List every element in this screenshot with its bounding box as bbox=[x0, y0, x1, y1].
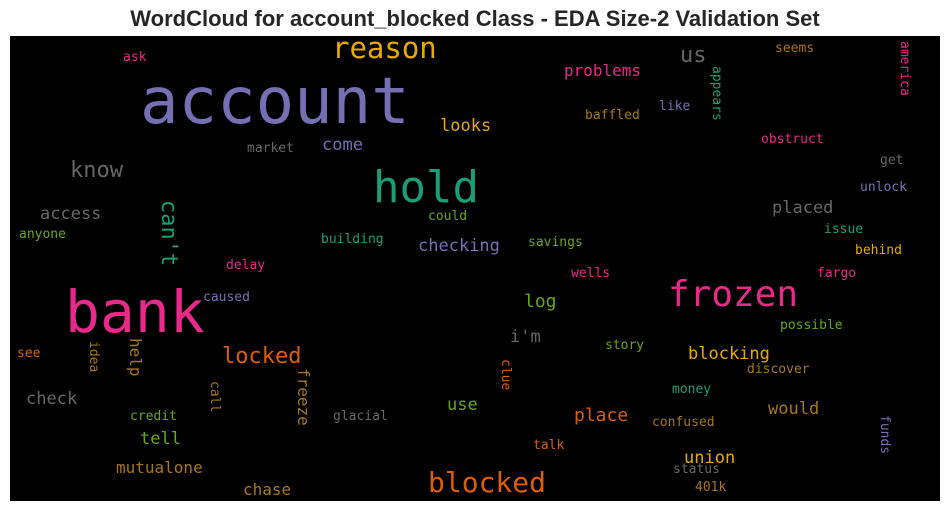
word-could: could bbox=[428, 209, 467, 224]
word-log: log bbox=[524, 291, 557, 312]
word-blocking: blocking bbox=[688, 344, 770, 364]
word-account: account bbox=[140, 65, 410, 139]
word-idea: idea bbox=[86, 341, 101, 372]
word-would: would bbox=[768, 399, 819, 419]
wordcloud-panel: account bank hold frozen reason blocked know ca… bbox=[10, 36, 940, 501]
chart-title: WordCloud for account_blocked Class - ED… bbox=[130, 6, 820, 31]
word-locked: locked bbox=[222, 344, 301, 369]
word-know: know bbox=[70, 158, 124, 183]
word-building: building bbox=[321, 232, 384, 247]
word-use: use bbox=[447, 395, 478, 415]
word-bank: bank bbox=[65, 278, 205, 346]
word-fargo: fargo bbox=[817, 266, 856, 281]
word-mutualone: mutualone bbox=[116, 458, 203, 477]
word-market: market bbox=[247, 141, 294, 156]
word-chase: chase bbox=[243, 480, 291, 499]
word-blocked: blocked bbox=[428, 466, 546, 499]
word-placed: placed bbox=[772, 198, 833, 218]
word-ask: ask bbox=[123, 50, 147, 65]
word-seems: seems bbox=[775, 41, 814, 56]
word-issue: issue bbox=[824, 222, 863, 237]
wordcloud-svg: account bank hold frozen reason blocked know ca… bbox=[17, 36, 912, 499]
word-see: see bbox=[17, 346, 41, 361]
word-discover: discover bbox=[747, 362, 810, 377]
word-money: money bbox=[672, 382, 711, 397]
word-savings: savings bbox=[528, 235, 583, 250]
word-hold: hold bbox=[373, 162, 479, 213]
word-can-t: can't bbox=[156, 200, 181, 266]
word-glacial: glacial bbox=[333, 409, 388, 424]
word-talk: talk bbox=[533, 438, 564, 453]
word-checking: checking bbox=[418, 236, 500, 256]
word-possible: possible bbox=[780, 318, 843, 333]
word-access: access bbox=[40, 204, 101, 224]
word-status: status bbox=[673, 462, 720, 477]
word-story: story bbox=[605, 338, 644, 353]
word-clue: clue bbox=[498, 359, 513, 390]
word-delay: delay bbox=[226, 258, 265, 273]
word-frozen: frozen bbox=[668, 274, 798, 315]
word-unlock: unlock bbox=[860, 180, 907, 195]
word-tell: tell bbox=[140, 429, 181, 449]
word-freeze: freeze bbox=[294, 368, 313, 426]
word-get: get bbox=[880, 153, 903, 168]
word-us: us bbox=[680, 43, 707, 68]
word-behind: behind bbox=[855, 243, 902, 258]
word-confused: confused bbox=[652, 415, 715, 430]
word-obstruct: obstruct bbox=[761, 132, 824, 147]
word-i-m: i'm bbox=[510, 327, 541, 347]
word-wells: wells bbox=[571, 266, 610, 281]
word-check: check bbox=[26, 389, 77, 409]
word-like: like bbox=[659, 99, 690, 114]
word-help: help bbox=[126, 338, 145, 377]
word-401k: 401k bbox=[695, 480, 726, 495]
word-baffled: baffled bbox=[585, 108, 640, 123]
word-appears: appears bbox=[709, 66, 724, 121]
word-looks: looks bbox=[440, 116, 491, 136]
word-funds: funds bbox=[877, 415, 892, 454]
word-reason: reason bbox=[332, 36, 437, 65]
word-anyone: anyone bbox=[19, 227, 66, 242]
word-union: union bbox=[684, 448, 735, 468]
word-place: place bbox=[574, 405, 628, 426]
word-come: come bbox=[322, 135, 363, 155]
word-caused: caused bbox=[203, 290, 250, 305]
word-call: call bbox=[207, 381, 222, 412]
word-credit: credit bbox=[130, 409, 177, 424]
word-problems: problems bbox=[564, 61, 641, 80]
word-america: america bbox=[897, 41, 912, 96]
